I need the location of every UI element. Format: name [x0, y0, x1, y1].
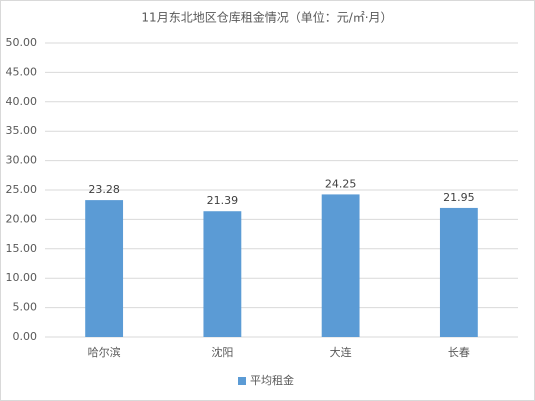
chart-title: 11月东北地区仓库租金情况（单位：元/㎡·月）: [141, 10, 392, 25]
bar: [321, 194, 360, 337]
y-tick-label: 15.00: [6, 242, 38, 255]
y-tick-label: 35.00: [6, 124, 38, 137]
y-tick-label: 30.00: [6, 154, 38, 167]
x-tick-label: 大连: [330, 345, 352, 359]
x-tick-label: 长春: [448, 346, 470, 359]
y-tick-label: 20.00: [6, 212, 38, 225]
y-tick-label: 40.00: [6, 95, 38, 108]
legend-swatch: [238, 377, 246, 385]
y-tick-label: 5.00: [13, 301, 38, 314]
data-label: 23.28: [88, 183, 120, 196]
x-tick-label: 哈尔滨: [88, 345, 121, 359]
data-label: 21.95: [443, 191, 475, 204]
data-label: 24.25: [325, 177, 357, 190]
y-tick-label: 45.00: [6, 65, 38, 78]
bar: [203, 211, 242, 337]
y-tick-label: 10.00: [6, 271, 38, 284]
y-tick-label: 50.00: [6, 36, 38, 49]
x-tick-label: 沈阳: [211, 345, 233, 359]
legend-label: 平均租金: [250, 373, 294, 387]
data-label: 21.39: [207, 194, 239, 207]
bar: [85, 200, 124, 337]
bar: [439, 207, 478, 337]
y-tick-label: 25.00: [6, 183, 38, 196]
y-tick-label: 0.00: [13, 330, 38, 343]
